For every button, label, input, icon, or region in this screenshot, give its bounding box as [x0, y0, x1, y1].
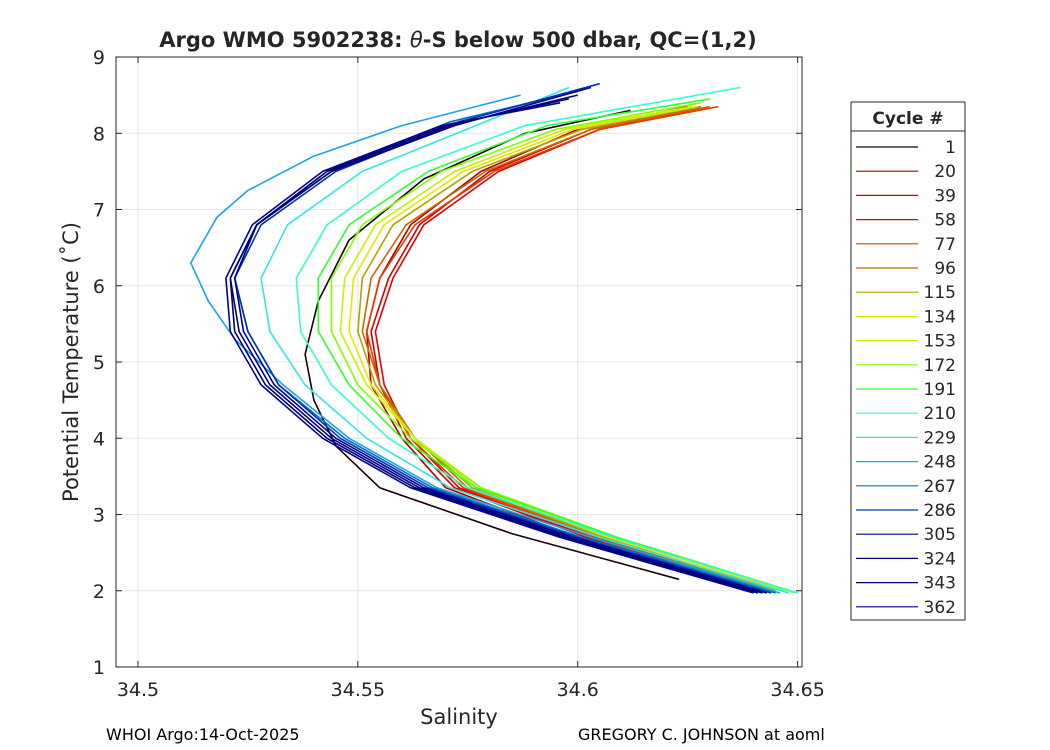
footer-left: WHOI Argo:14-Oct-2025: [106, 725, 300, 744]
legend-label-96: 96: [934, 259, 956, 279]
x-tick-label: 34.65: [770, 679, 824, 701]
y-tick-label: 1: [93, 657, 105, 679]
legend-label-267: 267: [924, 477, 956, 497]
x-tick-label: 34.6: [557, 679, 599, 701]
grid-lines: [116, 56, 802, 668]
chart-title: Argo WMO 5902238: θ-S below 500 dbar, QC…: [159, 28, 756, 52]
y-tick-label: 7: [93, 200, 105, 222]
legend-label-324: 324: [924, 549, 956, 569]
series-line-cycle-324: [229, 94, 763, 594]
series-line-cycle-343: [229, 98, 759, 594]
legend-items: 1 20 39 58 77 96 115 134 153 172 191 210 229 248 267 28…: [856, 138, 956, 618]
legend-label-191: 191: [924, 380, 956, 400]
legend-label-115: 115: [924, 283, 956, 303]
legend-label-39: 39: [934, 186, 956, 206]
y-tick-label: 3: [93, 505, 105, 527]
y-tick-label: 5: [93, 352, 105, 374]
legend-label-305: 305: [924, 525, 956, 545]
y-axis-ticks: 1 2 3 4 5 6 7 8 9: [93, 47, 802, 679]
x-tick-label: 34.5: [117, 679, 159, 701]
legend-label-229: 229: [924, 428, 956, 448]
legend-label-210: 210: [924, 404, 956, 424]
series-line-cycle-1: [304, 109, 680, 581]
x-axis-label: Salinity: [420, 705, 498, 729]
series-line-cycle-58: [374, 105, 763, 592]
x-tick-label: 34.55: [331, 679, 385, 701]
series-line-cycle-229: [260, 86, 790, 594]
y-tick-label: 6: [93, 276, 105, 298]
series-line-cycle-172: [330, 102, 794, 594]
y-tick-label: 4: [93, 428, 105, 450]
legend-label-248: 248: [924, 453, 956, 473]
legend-label-343: 343: [924, 574, 956, 594]
legend-label-362: 362: [924, 598, 956, 618]
legend-label-58: 58: [934, 211, 956, 231]
legend-label-20: 20: [934, 162, 956, 182]
series-line-cycle-191: [317, 98, 798, 594]
legend-label-153: 153: [924, 332, 956, 352]
series-line-cycle-96: [361, 105, 772, 592]
y-tick-label: 8: [93, 123, 105, 145]
series-line-cycle-77: [365, 105, 768, 592]
series-line-cycle-210: [295, 86, 798, 594]
data-series: [190, 82, 798, 594]
legend-label-286: 286: [924, 501, 956, 521]
legend-label-172: 172: [924, 356, 956, 376]
legend: Cycle # 1 20 39 58 77 96 115 134 153 172 191 210 229…: [850, 101, 966, 621]
series-line-cycle-248: [190, 94, 781, 594]
legend-label-1: 1: [945, 138, 956, 158]
y-tick-label: 2: [93, 581, 105, 603]
x-axis-ticks: 34.5 34.55 34.6 34.65: [117, 57, 825, 701]
series-line-cycle-134: [348, 105, 785, 592]
legend-label-134: 134: [924, 307, 956, 327]
series-line-cycle-362: [225, 102, 754, 594]
y-tick-label: 9: [93, 47, 105, 69]
legend-title: Cycle #: [872, 109, 943, 129]
footer-right: GREGORY C. JOHNSON at aoml: [578, 725, 825, 744]
y-axis-label: Potential Temperature (˚C): [59, 222, 83, 502]
legend-label-77: 77: [934, 235, 956, 255]
